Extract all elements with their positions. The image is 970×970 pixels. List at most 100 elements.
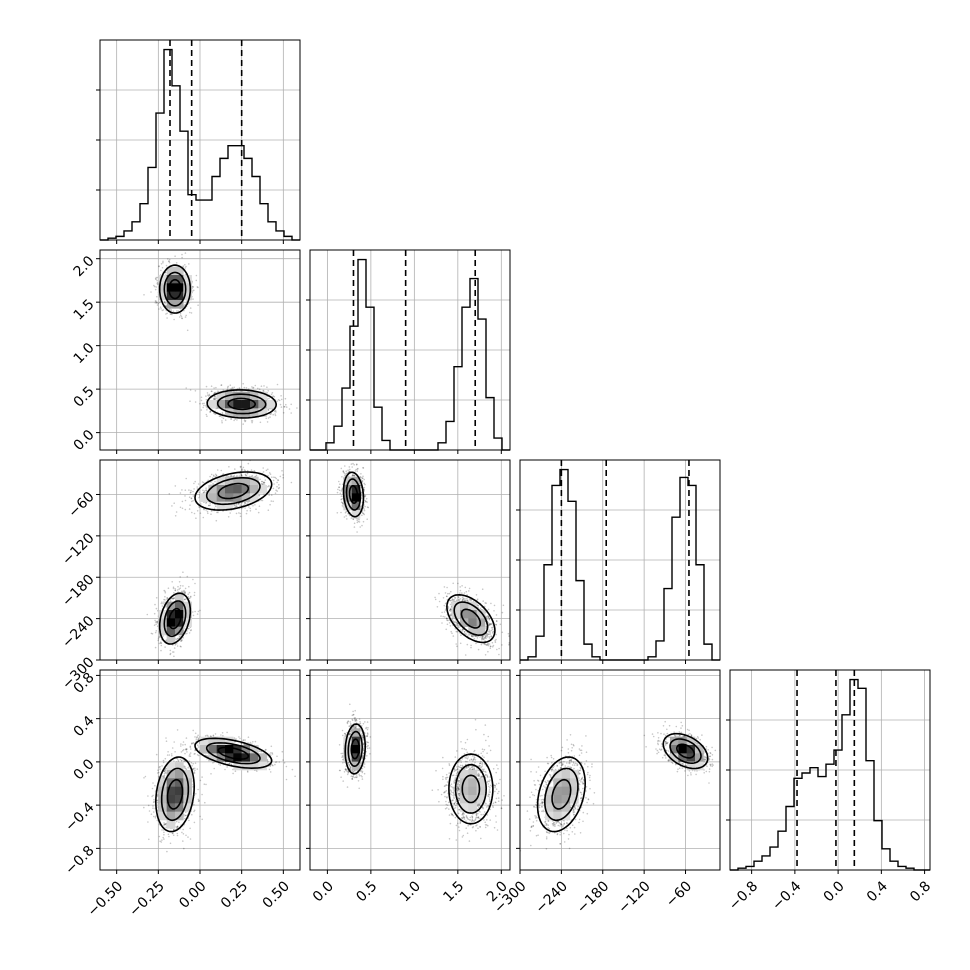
sample-point <box>192 495 195 497</box>
sample-point <box>240 474 243 477</box>
sample-point <box>469 768 472 770</box>
sample-point <box>341 488 343 491</box>
sample-point <box>462 628 465 631</box>
sample-point <box>349 454 351 456</box>
sample-point <box>486 636 489 638</box>
density-cell <box>678 753 687 762</box>
sample-point <box>532 794 534 796</box>
sample-point <box>578 783 581 786</box>
sample-point <box>663 733 665 735</box>
sample-point <box>242 382 244 385</box>
sample-point <box>455 622 458 624</box>
sample-point <box>163 770 166 772</box>
sample-point <box>573 744 575 747</box>
sample-point <box>705 770 708 773</box>
sample-point <box>574 807 577 810</box>
sample-point <box>254 384 257 387</box>
sample-point <box>338 489 341 492</box>
sample-point <box>571 831 574 833</box>
sample-point <box>556 820 559 823</box>
sample-point <box>246 771 249 773</box>
contour-line <box>217 746 250 760</box>
sample-point <box>526 810 529 812</box>
contour-line <box>160 767 190 822</box>
sample-point <box>457 596 460 598</box>
sample-point <box>443 586 446 588</box>
sample-point <box>478 774 480 777</box>
sample-point <box>170 242 172 244</box>
sample-point <box>477 753 480 756</box>
sample-point <box>474 818 477 820</box>
sample-point <box>452 774 455 776</box>
sample-point <box>188 755 191 757</box>
sample-point <box>152 782 154 784</box>
sample-point <box>474 761 476 764</box>
sample-point <box>487 824 489 827</box>
density-cell <box>686 761 696 771</box>
sample-point <box>494 785 497 787</box>
sample-point <box>174 589 177 592</box>
sample-point <box>494 790 496 793</box>
sample-point <box>578 788 580 790</box>
sample-point <box>448 814 451 816</box>
sample-point <box>184 591 186 594</box>
sample-point <box>553 821 555 824</box>
sample-point <box>158 635 161 638</box>
sample-point <box>457 812 460 815</box>
sample-point <box>545 848 548 850</box>
sample-point <box>443 791 446 793</box>
sample-point <box>574 805 576 808</box>
sample-point <box>572 810 575 812</box>
sample-point <box>472 635 475 637</box>
sample-point <box>542 810 544 813</box>
sample-point <box>162 602 164 605</box>
sample-point <box>489 631 491 634</box>
sample-point <box>274 413 276 415</box>
sample-point <box>278 399 281 402</box>
sample-point <box>193 753 195 755</box>
sample-point <box>461 814 463 816</box>
sample-point <box>356 519 359 522</box>
sample-point <box>199 512 202 514</box>
sample-point <box>264 454 266 456</box>
sample-point <box>585 760 588 762</box>
sample-point <box>488 623 491 625</box>
sample-point <box>338 744 341 746</box>
sample-point <box>274 492 277 495</box>
sample-point <box>214 413 217 416</box>
sample-point <box>221 421 223 424</box>
contour-line <box>217 482 250 500</box>
sample-point <box>477 773 480 776</box>
sample-point <box>488 793 491 796</box>
sample-point <box>580 778 583 781</box>
sample-point <box>163 601 165 603</box>
sample-point <box>249 507 251 510</box>
sample-point <box>213 767 215 770</box>
sample-point <box>211 390 213 393</box>
sample-point <box>267 485 269 488</box>
sample-point <box>206 415 208 418</box>
sample-point <box>174 644 177 646</box>
sample-point <box>495 821 498 823</box>
sample-point <box>545 822 547 825</box>
sample-point <box>489 623 492 625</box>
sample-point <box>349 732 351 735</box>
sample-point <box>158 636 160 639</box>
sample-point <box>568 847 571 850</box>
sample-point <box>358 774 361 777</box>
contour-line <box>216 393 267 415</box>
sample-point <box>348 764 351 766</box>
sample-point <box>517 839 519 841</box>
sample-point <box>540 799 543 801</box>
sample-point <box>580 768 582 770</box>
sample-point <box>191 813 193 816</box>
sample-point <box>343 732 346 735</box>
sample-point <box>661 743 663 745</box>
sample-point <box>468 840 471 842</box>
sample-point <box>280 398 283 401</box>
density-cell <box>183 770 192 779</box>
sample-point <box>361 477 364 479</box>
sample-point <box>269 771 272 773</box>
sample-point <box>456 622 459 625</box>
sample-point <box>456 803 458 805</box>
